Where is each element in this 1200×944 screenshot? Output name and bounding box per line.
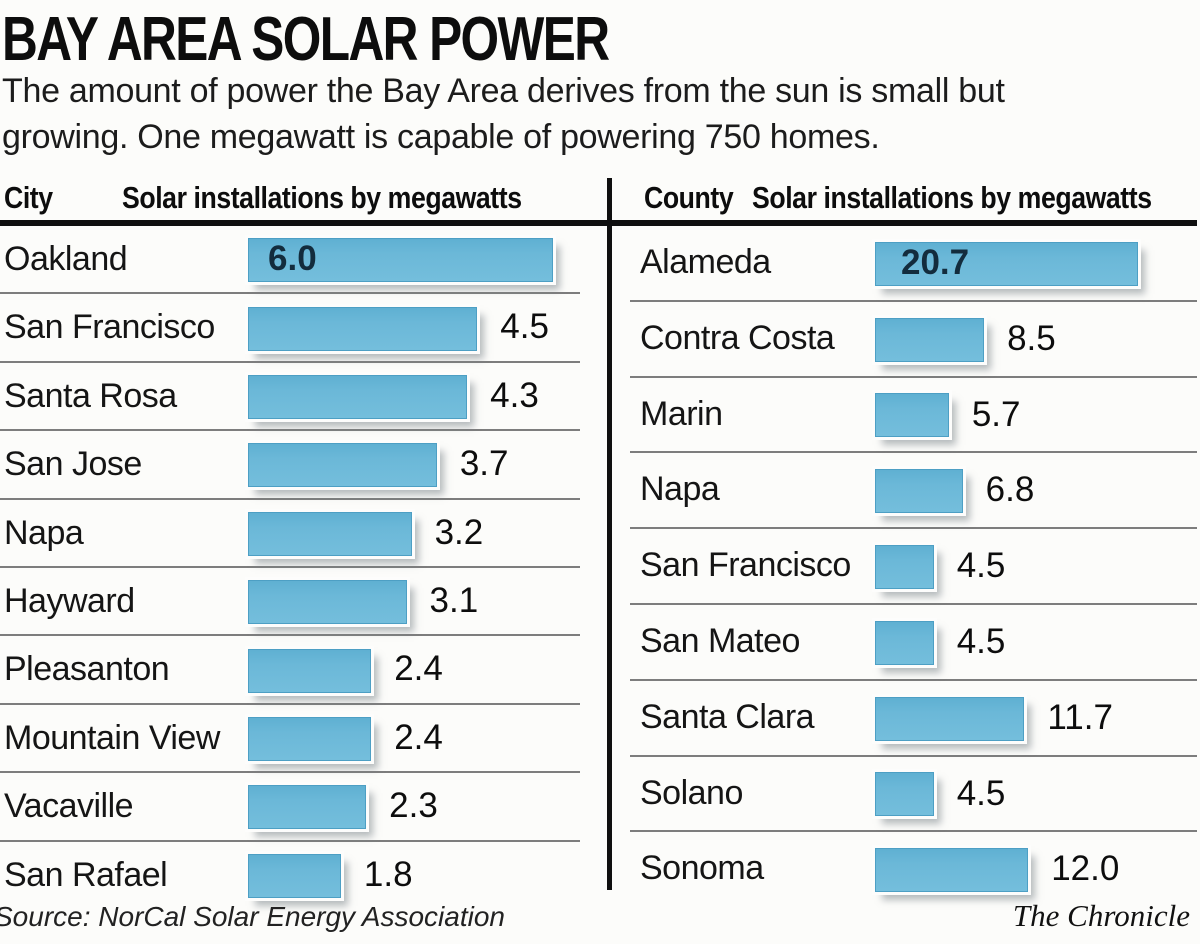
value-label: 3.1: [429, 580, 479, 620]
category-label: Vacaville: [4, 787, 134, 826]
chart-row: Hayward 3.1: [0, 568, 580, 637]
figure-subtitle: The amount of power the Bay Area derives…: [2, 68, 1005, 160]
bar: [875, 620, 934, 665]
city-column-header: City: [4, 180, 53, 215]
value-label: 2.4: [394, 649, 443, 689]
bar: [875, 545, 934, 590]
value-label: 4.5: [956, 773, 1006, 813]
bar: [875, 848, 1029, 893]
bar: [875, 393, 949, 438]
county-column-header: County: [644, 180, 734, 215]
value-label: 6.0: [268, 239, 317, 278]
bar: [248, 580, 407, 625]
chart-row: Contra Costa 8.5: [630, 302, 1197, 378]
chart-row: Mountain View 2.4: [0, 705, 580, 774]
subtitle-line-2: growing. One megawatt is capable of powe…: [2, 118, 880, 156]
bar: [875, 469, 963, 514]
chart-row: San Jose 3.7: [0, 431, 580, 500]
category-label: San Rafael: [4, 855, 168, 894]
value-label: 20.7: [901, 243, 970, 282]
chart-row: San Francisco 4.5: [0, 294, 580, 363]
chart-row: Pleasanton 2.4: [0, 636, 580, 705]
category-label: Santa Clara: [640, 697, 815, 736]
chart-row: San Rafael 1.8: [0, 842, 580, 908]
category-label: Sonoma: [640, 849, 764, 888]
bar: [875, 317, 985, 362]
header-rule: [0, 220, 1197, 226]
bar: [875, 696, 1025, 741]
value-label: 3.7: [459, 444, 509, 484]
subtitle-line-1: The amount of power the Bay Area derives…: [2, 72, 1005, 110]
value-label: 4.5: [956, 546, 1006, 586]
chart-row: San Mateo 4.5: [630, 605, 1197, 681]
category-label: San Francisco: [4, 308, 215, 347]
value-label: 4.5: [956, 621, 1006, 661]
column-divider-rule: [607, 178, 612, 890]
chart-row: San Francisco 4.5: [630, 529, 1197, 605]
chart-row: Santa Rosa 4.3: [0, 363, 580, 432]
bar: [875, 772, 934, 817]
category-label: Mountain View: [4, 718, 220, 757]
category-label: Alameda: [640, 243, 771, 281]
value-label: 2.3: [389, 786, 438, 826]
value-label: 11.7: [1047, 697, 1113, 737]
bar: [248, 238, 553, 283]
value-label: 1.8: [363, 854, 413, 894]
bar: [248, 306, 478, 351]
chart-row: Napa 6.8: [630, 453, 1197, 530]
city-value-column-header: Solar installations by megawatts: [122, 180, 522, 215]
category-label: Santa Rosa: [4, 376, 177, 415]
category-label: Contra Costa: [640, 318, 835, 357]
chart-row: Santa Clara 11.7: [630, 681, 1197, 757]
value-label: 4.3: [490, 375, 539, 415]
bar: [875, 241, 1138, 286]
bar: [248, 716, 372, 761]
chart-row: Solano 4.5: [630, 757, 1197, 833]
chart-row: Marin 5.7: [630, 378, 1197, 454]
category-label: Solano: [640, 773, 743, 812]
category-label: Napa: [4, 513, 84, 552]
value-label: 2.4: [394, 717, 443, 757]
category-label: Oakland: [4, 240, 128, 278]
chart-row: Sonoma 12.0: [630, 832, 1197, 906]
chart-row: Alameda 20.7: [630, 226, 1197, 302]
bar: [248, 374, 468, 419]
category-label: Marin: [640, 394, 723, 433]
figure-title: BAY AREA SOLAR POWER: [2, 5, 610, 74]
category-label: Hayward: [4, 581, 135, 620]
value-label: 8.5: [1007, 318, 1056, 358]
value-label: 3.2: [434, 512, 484, 552]
category-label: Napa: [640, 470, 720, 509]
source-credit: Source: NorCal Solar Energy Association: [0, 901, 505, 932]
bar: [248, 785, 367, 830]
chart-row: Vacaville 2.3: [0, 773, 580, 842]
category-label: San Mateo: [640, 621, 800, 660]
chart-row: Oakland 6.0: [0, 226, 580, 295]
chart-row: Napa 3.2: [0, 500, 580, 568]
bar: [248, 853, 341, 898]
category-label: San Jose: [4, 445, 142, 484]
county-chart-rows: Alameda 20.7 Contra Costa 8.5 Marin 5.7 Napa 6.…: [630, 226, 1197, 906]
bar: [248, 511, 412, 556]
value-label: 6.8: [985, 470, 1035, 510]
category-label: Pleasanton: [4, 650, 170, 689]
value-label: 4.5: [500, 307, 549, 347]
bar: [248, 443, 437, 488]
value-label: 5.7: [971, 394, 1021, 434]
value-label: 12.0: [1051, 849, 1120, 889]
county-value-column-header: Solar installations by megawatts: [752, 180, 1152, 215]
city-chart-rows: Oakland 6.0 San Francisco 4.5 Santa Rosa 4.3 S…: [0, 226, 580, 908]
bar: [248, 648, 372, 693]
publisher-credit: The Chronicle: [1012, 898, 1190, 933]
category-label: San Francisco: [640, 546, 851, 585]
